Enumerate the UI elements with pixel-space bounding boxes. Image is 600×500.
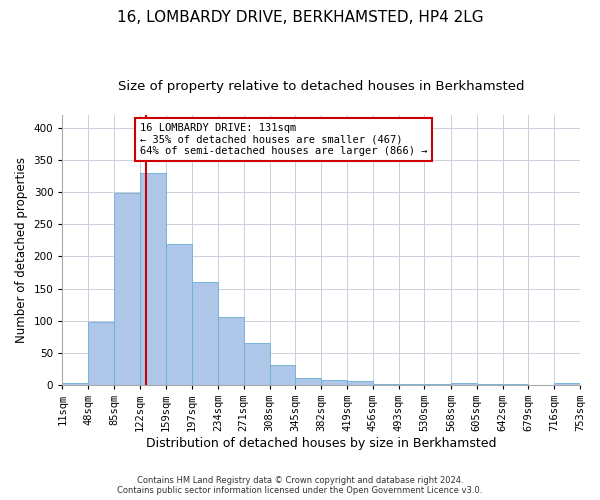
Text: 16 LOMBARDY DRIVE: 131sqm
← 35% of detached houses are smaller (467)
64% of semi: 16 LOMBARDY DRIVE: 131sqm ← 35% of detac… bbox=[140, 122, 427, 156]
Bar bbox=[503, 384, 529, 385]
Bar bbox=[451, 383, 477, 385]
Title: Size of property relative to detached houses in Berkhamsted: Size of property relative to detached ho… bbox=[118, 80, 524, 93]
Bar bbox=[192, 282, 218, 385]
Bar bbox=[218, 317, 244, 385]
Bar bbox=[373, 384, 398, 385]
Bar bbox=[347, 381, 373, 385]
Text: 16, LOMBARDY DRIVE, BERKHAMSTED, HP4 2LG: 16, LOMBARDY DRIVE, BERKHAMSTED, HP4 2LG bbox=[116, 10, 484, 25]
Text: Contains HM Land Registry data © Crown copyright and database right 2024.
Contai: Contains HM Land Registry data © Crown c… bbox=[118, 476, 482, 495]
Bar bbox=[477, 384, 503, 385]
Bar bbox=[269, 365, 295, 385]
Bar bbox=[554, 383, 580, 385]
X-axis label: Distribution of detached houses by size in Berkhamsted: Distribution of detached houses by size … bbox=[146, 437, 496, 450]
Bar bbox=[114, 194, 140, 385]
Bar bbox=[88, 322, 114, 385]
Bar bbox=[166, 244, 192, 385]
Bar bbox=[398, 384, 424, 385]
Bar bbox=[62, 383, 88, 385]
Bar bbox=[140, 173, 166, 385]
Bar bbox=[424, 384, 451, 385]
Bar bbox=[295, 378, 321, 385]
Bar bbox=[321, 380, 347, 385]
Bar bbox=[244, 343, 269, 385]
Y-axis label: Number of detached properties: Number of detached properties bbox=[15, 157, 28, 343]
